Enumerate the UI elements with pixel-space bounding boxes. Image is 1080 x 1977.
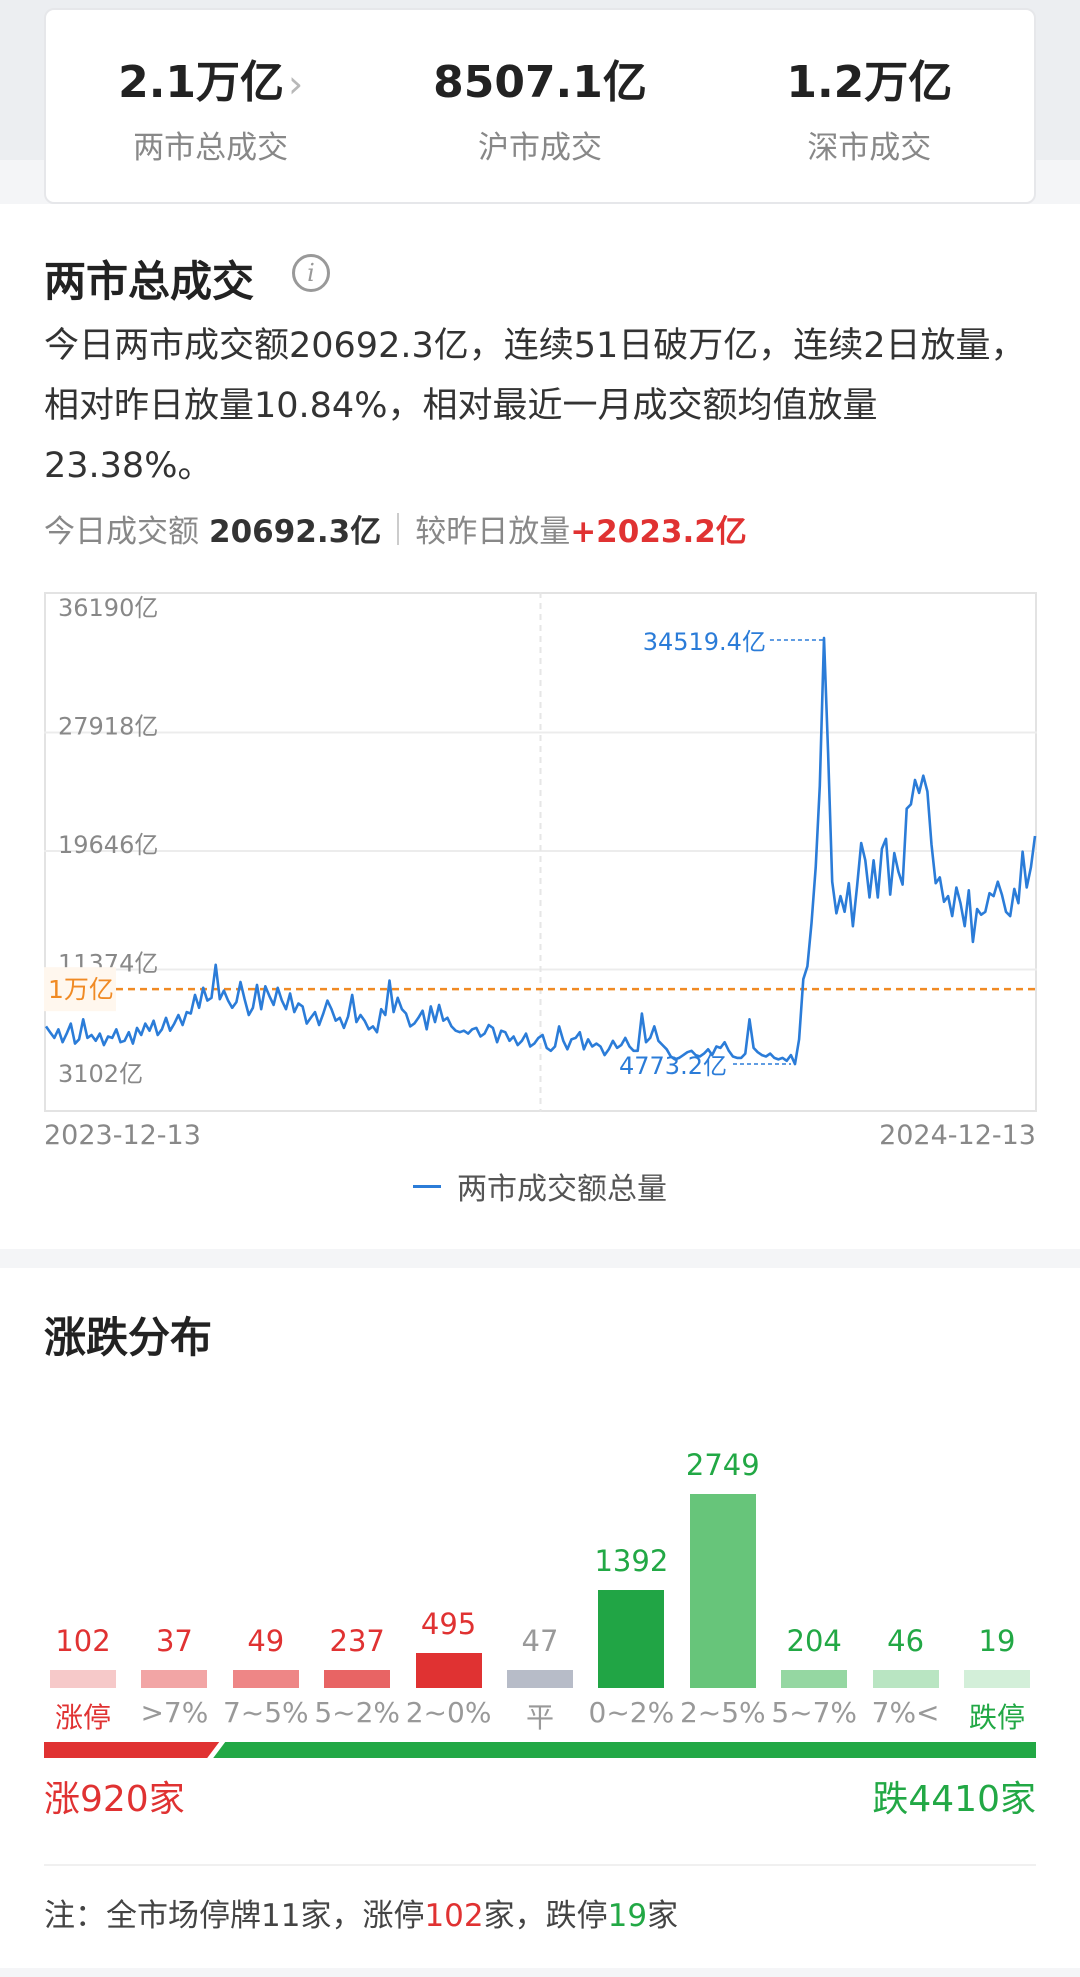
distribution-bar-chart: 102 37 49 237 495 47 1392 2749 204 46 19 — [44, 1438, 1036, 1688]
today-turnover-value: 20692.3亿 — [209, 514, 382, 550]
up-count-label: 涨920家 — [44, 1779, 185, 1820]
turnover-title: 两市总成交 — [44, 257, 255, 306]
x-end-date-label: 2024-12-13 — [879, 1120, 1036, 1151]
bar-rect — [232, 1670, 299, 1688]
y-tick-label: 27918亿 — [58, 713, 158, 741]
bar-category-label: 平 — [525, 1701, 554, 1734]
sh-turnover-value: 8507.1亿 — [433, 56, 647, 108]
distribution-title: 涨跌分布 — [44, 1313, 213, 1362]
reference-line-label: 1万亿 — [48, 975, 114, 1004]
bar-rect — [781, 1670, 848, 1688]
bar-category-label: 7~5% — [222, 1696, 309, 1729]
bar-rect — [324, 1670, 391, 1688]
bar-rect — [964, 1670, 1030, 1688]
bar-value-label: 47 — [521, 1624, 559, 1658]
up-down-ratio-bar — [44, 1742, 1036, 1758]
distribution-categories: 涨停 >7% 7~5% 5~2% 2~0% 平 0~2% 2~5% 5~7% 7%< 跌停 — [44, 1696, 1036, 1736]
max-value-annotation: 34519.4亿 — [643, 628, 766, 656]
bar-value-label: 495 — [420, 1607, 477, 1642]
bar-rect — [415, 1653, 482, 1688]
bar-value-label: 1392 — [594, 1543, 669, 1578]
note-suffix: 家 — [647, 1898, 679, 1934]
total-turnover-label: 两市总成交 — [133, 129, 289, 166]
bar-value-label: 19 — [978, 1624, 1016, 1658]
bar-rect — [689, 1494, 756, 1688]
bar-value-label: 2749 — [685, 1448, 760, 1482]
turnover-description: 今日两市成交额20692.3亿，连续51日破万亿，连续2日放量，相对昨日放量10… — [44, 326, 1026, 486]
distribution-section: 涨跌分布 102 37 49 237 495 47 1392 2749 204 46 19 涨停 >7… — [0, 1268, 1080, 1968]
distribution-bar: 237 — [324, 1624, 391, 1688]
chart-legend: 两市成交额总量 — [0, 1164, 1080, 1208]
note-limit-up-count: 102 — [424, 1898, 484, 1934]
turnover-section: 两市总成交 i 今日两市成交额20692.3亿，连续51日破万亿，连续2日放量，… — [0, 204, 1080, 1249]
x-start-date-label: 2023-12-13 — [44, 1120, 201, 1151]
distribution-bar: 37 — [141, 1624, 208, 1688]
bar-rect — [141, 1670, 208, 1688]
legend-line-swatch — [413, 1184, 441, 1188]
bar-category-label: 涨停 — [54, 1701, 111, 1734]
turnover-series-line — [44, 636, 1037, 1066]
distribution-bar: 47 — [507, 1624, 573, 1688]
y-tick-label: 36190亿 — [58, 594, 158, 622]
distribution-bar: 495 — [415, 1607, 482, 1688]
compare-label: 较昨日放量 — [415, 514, 571, 550]
bar-category-label: 2~5% — [679, 1696, 766, 1729]
bar-rect — [598, 1589, 665, 1688]
compare-value: +2023.2亿 — [570, 514, 747, 550]
note-prefix: 注：全市场停牌11家，涨停 — [44, 1898, 425, 1934]
chevron-right-icon: › — [288, 61, 304, 106]
bar-value-label: 102 — [55, 1624, 111, 1658]
turnover-summary-card: 2.1万亿 › 两市总成交 8507.1亿 沪市成交 1.2万亿 深市成交 — [44, 8, 1036, 204]
distribution-bar: 19 — [964, 1624, 1030, 1688]
down-count-label: 跌4410家 — [872, 1779, 1036, 1820]
y-tick-label: 3102亿 — [58, 1060, 143, 1088]
down-ratio-segment — [213, 1742, 1036, 1758]
distribution-bar: 204 — [781, 1624, 848, 1688]
sz-turnover-label: 深市成交 — [807, 129, 932, 166]
up-ratio-segment — [44, 1742, 220, 1758]
section-divider — [44, 1864, 1036, 1866]
total-turnover-value: 2.1万亿 — [118, 56, 285, 108]
note-mid: 家，跌停 — [483, 1898, 608, 1934]
bar-value-label: 49 — [247, 1624, 285, 1658]
bar-value-label: 37 — [155, 1624, 193, 1658]
bar-value-label: 204 — [786, 1624, 842, 1658]
total-turnover-summary[interactable]: 2.1万亿 › 两市总成交 — [46, 10, 375, 202]
sz-turnover-value: 1.2万亿 — [786, 56, 953, 108]
turnover-line-chart[interactable]: 36190亿27918亿19646亿11374亿3102亿1万亿34519.4亿… — [44, 592, 1037, 1112]
info-icon[interactable]: i — [292, 254, 330, 292]
y-tick-label: 19646亿 — [58, 831, 158, 859]
stat-divider — [397, 512, 400, 545]
distribution-bar: 46 — [872, 1624, 939, 1688]
turnover-stat-line: 今日成交额 20692.3亿 较昨日放量 +2023.2亿 — [44, 506, 747, 551]
sh-turnover-label: 沪市成交 — [477, 129, 602, 166]
bar-value-label: 46 — [887, 1624, 925, 1658]
bar-category-label: 0~2% — [588, 1696, 675, 1729]
bar-category-label: 2~0% — [405, 1696, 492, 1729]
bar-category-label: >7% — [140, 1696, 209, 1729]
distribution-bar: 49 — [232, 1624, 299, 1688]
bar-rect — [507, 1670, 573, 1688]
sz-turnover-summary: 1.2万亿 深市成交 — [705, 10, 1034, 202]
legend-label: 两市成交额总量 — [457, 1172, 667, 1207]
distribution-bar: 2749 — [686, 1448, 760, 1688]
suspension-note: 注：全市场停牌11家，涨停102家，跌停19家 — [44, 1890, 678, 1935]
reference-label-bg — [44, 967, 116, 1012]
min-value-annotation: 4773.2亿 — [619, 1052, 727, 1080]
bar-rect — [50, 1670, 116, 1688]
distribution-bar: 102 — [50, 1624, 116, 1688]
bar-category-label: 5~2% — [314, 1696, 401, 1729]
note-limit-down-count: 19 — [607, 1898, 648, 1934]
today-turnover-label: 今日成交额 — [44, 514, 199, 550]
bar-rect — [872, 1670, 939, 1688]
bar-category-label: 5~7% — [771, 1696, 858, 1729]
bar-category-label: 7%< — [871, 1696, 940, 1729]
bar-category-label: 跌停 — [968, 1701, 1025, 1734]
distribution-bar: 1392 — [594, 1544, 668, 1688]
bar-value-label: 237 — [329, 1624, 385, 1658]
sh-turnover-summary: 8507.1亿 沪市成交 — [375, 10, 704, 202]
